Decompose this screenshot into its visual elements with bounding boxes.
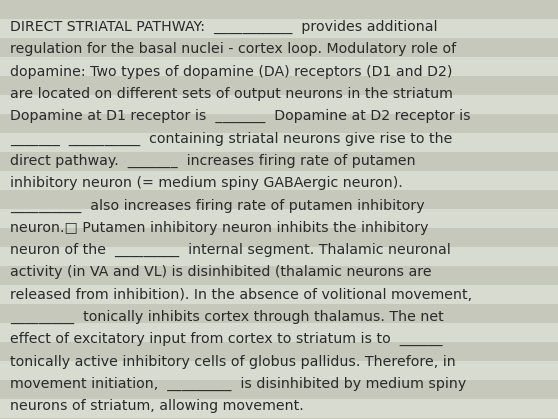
Text: tonically active inhibitory cells of globus pallidus. Therefore, in: tonically active inhibitory cells of glo…	[10, 354, 456, 368]
Bar	[0, 285, 558, 304]
Bar	[0, 152, 558, 171]
Text: Dopamine at D1 receptor is  _______  Dopamine at D2 receptor is: Dopamine at D1 receptor is _______ Dopam…	[10, 109, 470, 123]
Bar	[0, 190, 558, 209]
Text: regulation for the basal nuclei - cortex loop. Modulatory role of: regulation for the basal nuclei - cortex…	[10, 42, 456, 56]
Bar	[0, 380, 558, 399]
Bar	[0, 57, 558, 76]
Text: _______  __________  containing striatal neurons give rise to the: _______ __________ containing striatal n…	[10, 132, 453, 146]
Text: neurons of striatum, allowing movement.: neurons of striatum, allowing movement.	[10, 399, 304, 413]
Bar	[0, 304, 558, 323]
Text: neuron.□ Putamen inhibitory neuron inhibits the inhibitory: neuron.□ Putamen inhibitory neuron inhib…	[10, 221, 429, 235]
Text: inhibitory neuron (= medium spiny GABAergic neuron).: inhibitory neuron (= medium spiny GABAer…	[10, 176, 403, 190]
Bar	[0, 114, 558, 133]
Bar	[0, 95, 558, 114]
Bar	[0, 361, 558, 380]
Text: activity (in VA and VL) is disinhibited (thalamic neurons are: activity (in VA and VL) is disinhibited …	[10, 265, 432, 279]
Text: direct pathway.  _______  increases firing rate of putamen: direct pathway. _______ increases firing…	[10, 154, 416, 168]
Bar	[0, 19, 558, 38]
Text: movement initiation,  _________  is disinhibited by medium spiny: movement initiation, _________ is disinh…	[10, 377, 466, 391]
Bar	[0, 418, 558, 419]
Text: are located on different sets of output neurons in the striatum: are located on different sets of output …	[10, 87, 453, 101]
Bar	[0, 209, 558, 228]
Bar	[0, 247, 558, 266]
Bar	[0, 228, 558, 247]
Bar	[0, 0, 558, 19]
Text: neuron of the  _________  internal segment. Thalamic neuronal: neuron of the _________ internal segment…	[10, 243, 451, 257]
Bar	[0, 133, 558, 152]
Bar	[0, 399, 558, 418]
Text: effect of excitatory input from cortex to striatum is to  ______: effect of excitatory input from cortex t…	[10, 332, 442, 347]
Bar	[0, 323, 558, 342]
Text: DIRECT STRIATAL PATHWAY:  ___________  provides additional: DIRECT STRIATAL PATHWAY: ___________ pro…	[10, 20, 437, 34]
Text: released from inhibition). In the absence of volitional movement,: released from inhibition). In the absenc…	[10, 287, 472, 302]
Text: dopamine: Two types of dopamine (DA) receptors (D1 and D2): dopamine: Two types of dopamine (DA) rec…	[10, 65, 453, 79]
Bar	[0, 266, 558, 285]
Bar	[0, 38, 558, 57]
Text: _________  tonically inhibits cortex through thalamus. The net: _________ tonically inhibits cortex thro…	[10, 310, 444, 324]
Text: __________  also increases firing rate of putamen inhibitory: __________ also increases firing rate of…	[10, 199, 425, 212]
Bar	[0, 76, 558, 95]
Bar	[0, 342, 558, 361]
Bar	[0, 171, 558, 190]
